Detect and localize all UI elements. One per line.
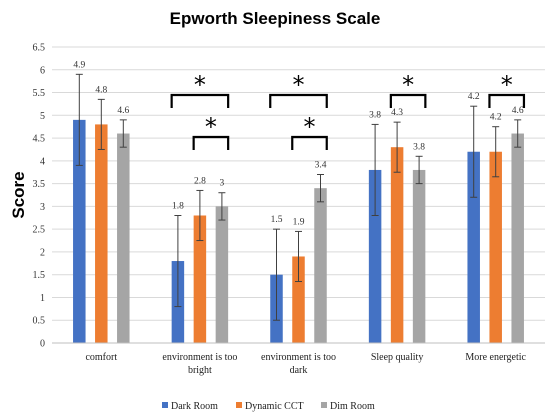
x-tick-label: More energetic — [465, 352, 526, 363]
significance-bracket — [170, 93, 230, 108]
legend-item: Dark Room — [162, 401, 218, 412]
legend-item: Dynamic CCT — [236, 401, 304, 412]
x-tick-label: bright — [188, 365, 212, 376]
y-tick-label: 4 — [40, 156, 45, 167]
data-label: 3.4 — [315, 161, 327, 171]
bar — [117, 133, 130, 343]
y-axis-label: Score — [9, 171, 28, 218]
data-label: 1.8 — [172, 201, 184, 211]
bar — [314, 188, 327, 343]
legend-label: Dim Room — [330, 401, 375, 412]
y-tick-label: 2 — [40, 247, 45, 258]
bar — [193, 215, 207, 343]
bar — [95, 124, 108, 344]
significance-bracket — [291, 135, 328, 150]
data-label: 4.6 — [512, 106, 524, 116]
y-tick-label: 6 — [40, 65, 45, 76]
data-label: 4.2 — [490, 113, 502, 123]
bar — [368, 169, 382, 343]
bar — [511, 133, 524, 343]
y-tick-label: 0 — [40, 339, 45, 350]
data-label: 3 — [220, 179, 225, 189]
y-tick-label: 5.5 — [33, 88, 46, 99]
significance-star: * — [194, 71, 206, 99]
bars — [73, 119, 524, 344]
y-tick-label: 1 — [40, 293, 45, 304]
y-tick-label: 2.5 — [33, 225, 46, 236]
significance-bracket — [389, 93, 427, 108]
y-tick-label: 0.5 — [33, 316, 46, 327]
y-tick-label: 1.5 — [33, 270, 46, 281]
y-tick-label: 3.5 — [33, 179, 46, 190]
bar — [390, 147, 404, 343]
y-tick-label: 6.5 — [33, 43, 46, 54]
data-label: 4.2 — [468, 92, 480, 102]
significance-star: * — [304, 113, 316, 141]
bar — [292, 256, 305, 343]
data-label: 1.9 — [293, 217, 305, 227]
significance-bracket — [488, 93, 526, 108]
significance-star: * — [501, 71, 513, 99]
x-tick-label: environment is too — [261, 352, 336, 363]
data-label: 4.6 — [117, 106, 129, 116]
x-tick-label: dark — [290, 365, 308, 376]
significance-star: * — [402, 71, 414, 99]
x-tick-label: environment is too — [162, 352, 237, 363]
legend-item: Dim Room — [321, 401, 375, 412]
data-label: 4.3 — [391, 108, 403, 118]
legend: Dark Room Dynamic CCT Dim Room — [162, 401, 375, 412]
data-label: 4.8 — [95, 85, 107, 95]
bar — [73, 119, 86, 343]
legend-swatch — [236, 402, 242, 408]
data-label: 2.8 — [194, 176, 206, 186]
data-labels: 4.9 1.8 1.5 3.8 4.2 4.8 2.8 1.9 4.3 4.2 4.6 3 3.4 3.8… — [73, 60, 524, 227]
significance-star: * — [293, 71, 305, 99]
significance-bracket — [269, 93, 328, 108]
data-label: 3.8 — [413, 142, 425, 152]
legend-label: Dynamic CCT — [245, 401, 304, 412]
significance-bracket — [192, 135, 230, 150]
bar — [215, 206, 229, 343]
chart-title: Epworth Sleepiness Scale — [170, 9, 381, 28]
y-tick-label: 5 — [40, 111, 45, 122]
y-tick-label: 3 — [40, 202, 45, 213]
bar — [489, 151, 502, 343]
x-tick-label: comfort — [85, 352, 117, 363]
legend-swatch — [162, 402, 168, 408]
data-label: 4.9 — [73, 60, 85, 70]
gridlines — [52, 46, 545, 321]
error-bars — [75, 73, 522, 321]
legend-swatch — [321, 402, 327, 408]
x-tick-label: Sleep quality — [371, 352, 424, 363]
significance-star: * — [205, 113, 217, 141]
bar — [412, 169, 426, 343]
legend-label: Dark Room — [171, 401, 218, 412]
data-label: 3.8 — [369, 110, 381, 120]
data-label: 1.5 — [271, 215, 283, 225]
axes: 0 0.5 1 1.5 2 2.5 3 3.5 4 4.5 5 5.5 6 6.5 comfort envir… — [33, 43, 545, 376]
y-tick-label: 4.5 — [33, 134, 46, 145]
bar — [467, 151, 480, 343]
significance-markers: * * * * * * — [170, 71, 526, 150]
